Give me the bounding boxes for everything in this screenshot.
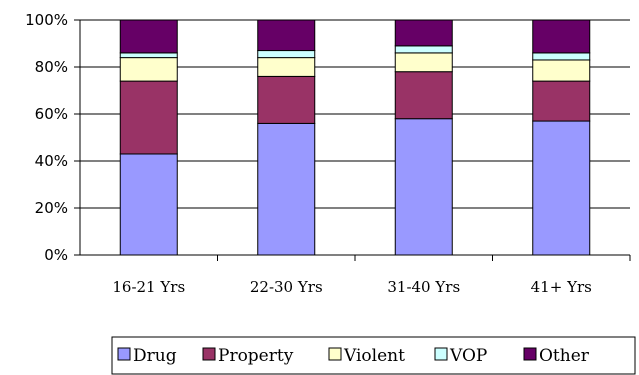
legend-swatch-vop [434, 347, 448, 361]
bar-segment-vop [532, 52, 591, 61]
legend-swatch-property [202, 347, 216, 361]
legend-label: Other [539, 346, 590, 366]
x-category-label: 16-21 Yrs [112, 278, 185, 296]
axes [74, 19, 631, 261]
legend-label: VOP [449, 346, 487, 366]
bar-segment-violent [119, 57, 178, 82]
bar-segment-drug [394, 118, 453, 256]
legend-label: Property [218, 346, 294, 366]
bar-segment-violent [257, 57, 316, 77]
bar-segment-vop [119, 52, 178, 59]
legend-label: Violent [343, 346, 405, 366]
bar-segment-drug [532, 120, 591, 256]
y-tick-label: 60% [35, 105, 68, 123]
bar-segment-property [394, 71, 453, 120]
legend-swatch-violent [328, 347, 342, 361]
bar-segment-violent [532, 59, 591, 82]
bar-segment-other [532, 19, 591, 54]
legend: Drug Property Violent VOP Other [111, 336, 636, 375]
x-category-label: 31-40 Yrs [387, 278, 460, 296]
y-tick-label: 0% [44, 246, 68, 264]
bar-segment-other [119, 19, 178, 54]
bar-segment-property [119, 80, 178, 155]
bar-segment-drug [119, 153, 178, 256]
bar-segment-violent [394, 52, 453, 73]
bar-segment-vop [257, 50, 316, 59]
x-category-label: 22-30 Yrs [250, 278, 323, 296]
legend-label: Drug [133, 346, 177, 366]
bar-segment-other [394, 19, 453, 47]
legend-swatch-other [523, 347, 537, 361]
bar-segment-property [257, 75, 316, 124]
bars [119, 19, 591, 256]
x-category-labels: 16-21 Yrs 22-30 Yrs 31-40 Yrs 41+ Yrs [112, 278, 591, 296]
bar-segment-vop [394, 45, 453, 54]
bar-segment-other [257, 19, 316, 52]
bar-segment-property [532, 80, 591, 122]
y-tick-label: 100% [25, 11, 68, 29]
bar-segment-drug [257, 122, 316, 256]
legend-box [111, 336, 636, 375]
legend-swatch-drug [117, 347, 131, 361]
x-category-label: 41+ Yrs [531, 278, 592, 296]
y-tick-labels: 0% 20% 40% 60% 80% 100% [25, 11, 68, 264]
y-tick-label: 80% [35, 58, 68, 76]
y-tick-label: 20% [35, 199, 68, 217]
y-tick-label: 40% [35, 152, 68, 170]
